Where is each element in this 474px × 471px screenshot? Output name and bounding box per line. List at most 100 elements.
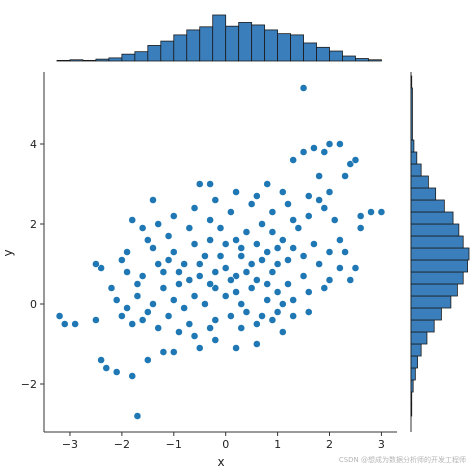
scatter-point [273,260,282,268]
scatter-point [123,304,131,312]
scatter-point [325,276,334,284]
top-marginal-histogram [56,14,382,62]
top-histogram-bar [277,33,291,62]
tick-labels: −3 −2 −1 0 1 2 3 −2 0 2 4 [21,138,385,451]
scatter-point [159,348,168,356]
scatter-point [232,188,240,196]
top-histogram-bar [355,58,369,62]
top-histogram-bar [251,24,266,62]
scatter-point [201,252,209,260]
scatter-point [284,256,292,264]
scatter-point [315,260,324,268]
scatter-point [154,324,163,332]
scatter-point [284,200,292,208]
scatter-point [247,200,256,208]
scatter-point [211,316,220,324]
top-histogram-bar [82,59,97,62]
scatter-point [232,288,240,296]
scatter-point [175,280,183,288]
right-histogram-bar [410,223,460,237]
scatter-point [128,320,137,328]
scatter-point [143,236,152,244]
scatter-point [299,148,308,156]
top-histogram-bar [238,22,253,62]
scatter-point [356,212,365,220]
scatter-point [289,156,298,164]
scatter-point [211,196,220,204]
scatter-point [149,300,157,308]
scatter-point [252,320,261,328]
right-histogram-bar [410,151,418,165]
scatter-point [107,284,116,292]
scatter-point [133,292,142,300]
x-tick-label: −1 [166,438,182,451]
scatter-point [133,280,142,288]
scatter-point [341,172,349,180]
scatter-point [284,280,292,288]
x-tick-label: 1 [274,438,281,451]
top-histogram-bar [212,14,227,62]
scatter-point [242,308,251,316]
scatter-point [268,268,277,276]
scatter-point [325,248,334,256]
scatter-point [164,256,173,264]
scatter-point [206,324,215,332]
scatter-point [263,296,272,304]
scatter-point [201,300,209,308]
right-histogram-bar [410,163,422,177]
scatter-point [164,312,173,320]
scatter-point [237,252,246,260]
y-tick-label: 2 [30,218,37,231]
scatter-point [175,328,183,336]
scatter-point [71,320,80,328]
right-marginal-histogram [410,72,470,432]
scatter-point [123,248,131,256]
scatter-point [232,344,240,352]
scatter-point [221,264,230,272]
scatter-point [169,296,178,304]
scatter-point [206,280,215,288]
scatter-point [221,292,230,300]
scatter-point [273,244,282,252]
scatter-point [289,216,298,224]
scatter-point [159,284,168,292]
scatter-point [128,372,137,380]
scatter-point [258,220,266,228]
scatter-point [117,312,126,320]
scatter-point [263,180,272,188]
scatter-point [190,240,199,248]
right-histogram-bar [410,355,418,369]
right-histogram-bar [410,319,435,333]
right-histogram-bar [410,75,413,89]
x-tick-label: 0 [222,438,229,451]
right-histogram-bar [410,87,413,141]
scatter-point [310,144,318,152]
scatter-point [55,312,64,320]
scatter-point [143,308,152,316]
top-histogram-bar [342,55,356,62]
right-histogram-bar [410,307,442,321]
scatter-point [138,272,147,280]
scatter-point [226,312,235,320]
x-tick-label: −3 [62,438,78,451]
right-histogram-bar [410,367,416,381]
scatter-point [211,268,220,276]
scatter-point [60,320,69,328]
scatter-point [335,264,344,272]
scatter-point [268,208,277,216]
scatter-point [346,160,355,168]
scatter-point [169,248,178,256]
scatter-point [211,284,220,292]
scatter-point [195,272,204,280]
scatter-point [92,316,100,324]
scatter-point [226,208,235,216]
scatter-point [159,268,168,276]
scatter-point [237,244,246,252]
scatter-point [164,232,173,240]
watermark: CSDN @想成为数据分析师的开发工程师 [338,456,466,464]
scatter-point [169,212,178,220]
y-tick-label: −2 [21,378,37,391]
right-histogram-bar [410,295,452,309]
scatter-point [278,236,287,244]
scatter-point [299,84,308,92]
